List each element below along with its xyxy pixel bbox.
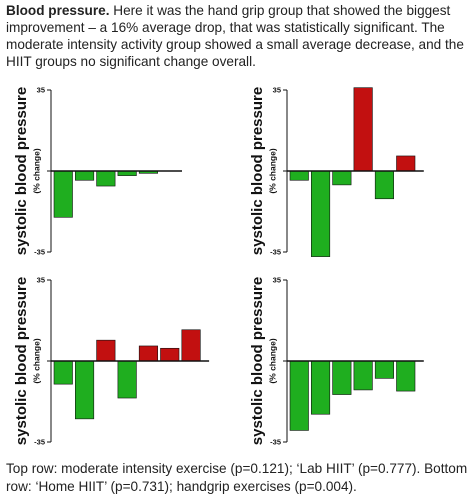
bar (289, 360, 309, 431)
chart-svg: systolic blood pressure (% change) 35 -35 (249, 86, 424, 257)
intro-paragraph: Blood pressure. Here it was the hand gri… (6, 2, 468, 70)
bar (138, 345, 158, 362)
y-axis-label: systolic blood pressure (13, 277, 30, 445)
y-tick-label: 35 (273, 276, 281, 285)
bar (181, 329, 201, 362)
bar (311, 360, 331, 415)
bar (117, 360, 137, 399)
intro-heading: Blood pressure. (6, 3, 110, 18)
y-axis-sublabel: (% change) (31, 338, 41, 384)
bar (396, 155, 416, 172)
bar (353, 360, 373, 391)
bar (75, 170, 95, 181)
y-tick-label: -35 (270, 248, 281, 257)
y-axis-sublabel: (% change) (267, 338, 277, 384)
bar (374, 360, 394, 379)
bar (289, 170, 309, 181)
y-tick-label: 35 (37, 86, 45, 95)
bar (374, 170, 394, 200)
chart-lab-hiit: systolic blood pressure (% change) 35 -35 (246, 82, 461, 264)
bar (396, 360, 416, 392)
chart-svg: systolic blood pressure (% change) 35 -35 (13, 86, 182, 257)
bar (53, 360, 73, 385)
chart-svg: systolic blood pressure (% change) 35 -35 (249, 276, 424, 447)
bar (160, 347, 180, 362)
bar (332, 170, 352, 186)
y-tick-label: -35 (34, 438, 45, 447)
y-axis-label: systolic blood pressure (249, 277, 266, 445)
chart-handgrip: systolic blood pressure (% change) 35 -35 (246, 272, 461, 454)
figure-caption: Top row: moderate intensity exercise (p=… (6, 461, 468, 494)
bar (96, 339, 116, 362)
chart-moderate-intensity: systolic blood pressure (% change) 35 -35 (10, 82, 225, 264)
y-tick-label: -35 (34, 248, 45, 257)
bar (96, 170, 116, 187)
y-tick-label: 35 (273, 86, 281, 95)
bar (353, 87, 373, 172)
y-tick-label: 35 (37, 276, 45, 285)
bar (332, 360, 352, 395)
bar (53, 170, 73, 218)
chart-svg: systolic blood pressure (% change) 35 -35 (13, 276, 210, 447)
y-axis-label: systolic blood pressure (13, 87, 30, 255)
bar (75, 360, 95, 420)
chart-home-hiit: systolic blood pressure (% change) 35 -35 (10, 272, 225, 454)
y-axis-label: systolic blood pressure (249, 87, 266, 255)
intro-text: Here it was the hand grip group that sho… (6, 3, 464, 69)
y-axis-sublabel: (% change) (267, 148, 277, 194)
y-axis-sublabel: (% change) (31, 148, 41, 194)
y-tick-label: -35 (270, 438, 281, 447)
bar (311, 170, 331, 257)
